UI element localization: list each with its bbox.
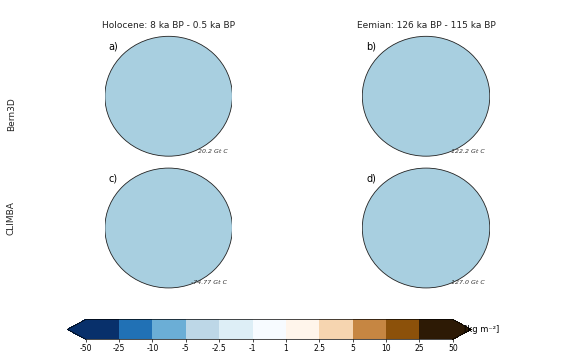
Text: 20.2 Gt C: 20.2 Gt C <box>197 149 227 154</box>
Text: -74.77 Gt C: -74.77 Gt C <box>191 280 227 286</box>
Ellipse shape <box>105 36 232 156</box>
Text: 127.0 Gt C: 127.0 Gt C <box>451 280 485 286</box>
Title: Eemian: 126 ka BP - 115 ka BP: Eemian: 126 ka BP - 115 ka BP <box>357 21 495 30</box>
Text: CLIMBA: CLIMBA <box>7 201 16 235</box>
Text: [kg m⁻²]: [kg m⁻²] <box>464 325 499 334</box>
Ellipse shape <box>105 168 232 288</box>
Title: Holocene: 8 ka BP - 0.5 ka BP: Holocene: 8 ka BP - 0.5 ka BP <box>102 21 235 30</box>
Text: d): d) <box>366 173 376 183</box>
PathPatch shape <box>453 319 471 339</box>
Ellipse shape <box>362 168 490 288</box>
Text: b): b) <box>366 42 376 51</box>
Text: a): a) <box>109 42 118 51</box>
Text: Bern3D: Bern3D <box>7 97 16 131</box>
Text: 122.2 Gt C: 122.2 Gt C <box>451 149 485 154</box>
Ellipse shape <box>362 36 490 156</box>
PathPatch shape <box>67 319 86 339</box>
Text: c): c) <box>109 173 118 183</box>
